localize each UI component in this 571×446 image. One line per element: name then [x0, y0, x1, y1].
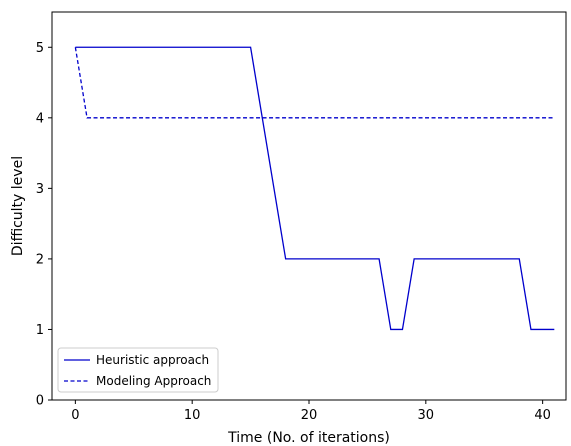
y-tick-label: 0: [36, 394, 44, 409]
y-tick-label: 5: [36, 41, 44, 56]
ticks: 0 10 20 30 40 0 1 2 3 4 5: [36, 41, 551, 423]
legend-heuristic-label: Heuristic approach: [96, 353, 209, 367]
x-tick-label: 40: [534, 408, 551, 423]
legend: Heuristic approach Modeling Approach: [57, 347, 219, 393]
y-tick-label: 3: [36, 182, 44, 197]
x-tick-label: 10: [184, 408, 201, 423]
x-tick-label: 0: [71, 408, 79, 423]
series-layer: [74, 46, 555, 331]
series-line-modeling: [74, 47, 555, 119]
y-axis-label: Difficulty level: [10, 156, 26, 256]
x-axis-label: Time (No. of iterations): [227, 430, 390, 446]
y-tick-label: 2: [36, 252, 44, 267]
legend-modeling-label: Modeling Approach: [96, 374, 211, 388]
legend-box: [57, 347, 219, 393]
y-tick-label: 1: [36, 323, 44, 338]
x-tick-label: 30: [418, 408, 435, 423]
y-tick-label: 4: [36, 111, 44, 126]
x-tick-label: 20: [301, 408, 318, 423]
plot-frame: [51, 11, 567, 401]
series-line-heuristic: [75, 46, 555, 331]
